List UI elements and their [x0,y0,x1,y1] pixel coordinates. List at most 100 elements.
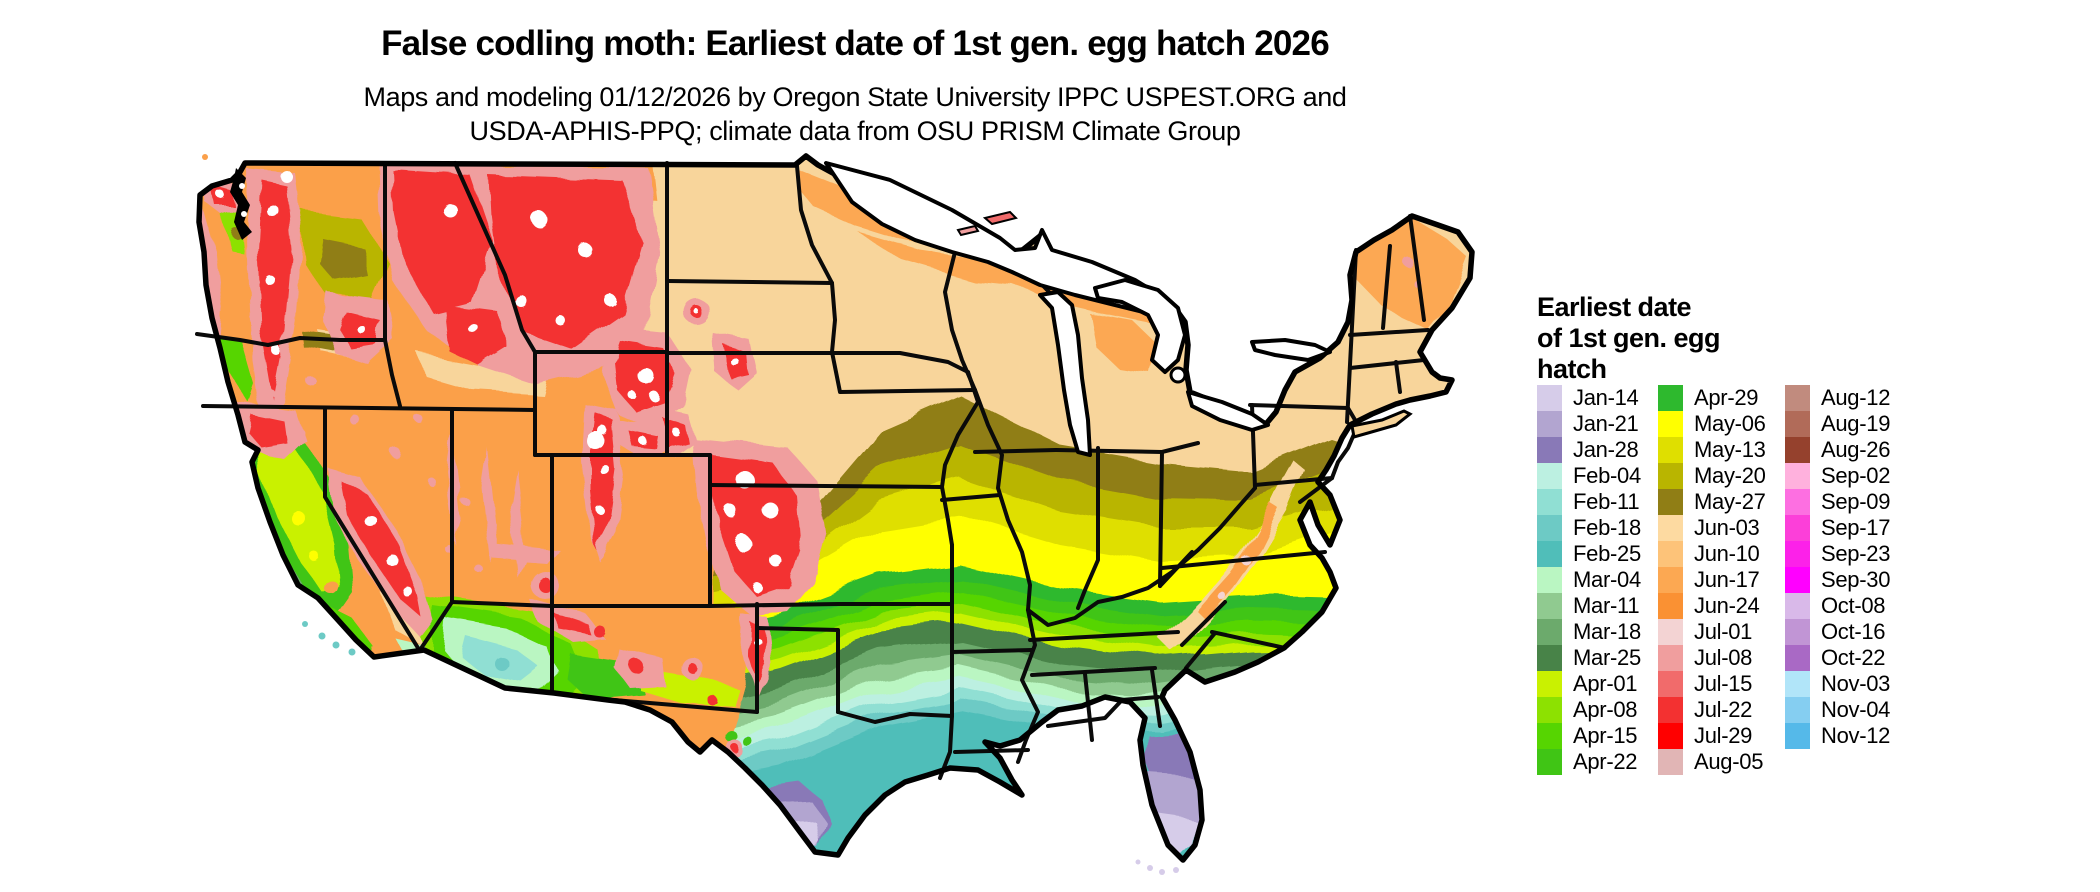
legend-row: Jul-29 [1658,723,1766,749]
legend-title-line1: Earliest date [1537,292,1692,322]
legend-color-swatch [1785,463,1810,489]
legend-date-label: Apr-22 [1573,749,1638,774]
legend-color-swatch [1537,567,1562,593]
legend-date-label: Aug-26 [1821,437,1891,462]
legend: Earliest date of 1st gen. egg hatch Jan-… [1537,292,1997,775]
legend-color-swatch [1785,437,1810,463]
legend-row: Oct-08 [1785,593,1890,619]
legend-date-label: May-06 [1694,411,1766,436]
legend-date-label: Mar-04 [1573,567,1641,592]
legend-row: Apr-01 [1537,671,1641,697]
legend-date-label: Jan-14 [1573,385,1639,410]
legend-date-label: May-13 [1694,437,1766,462]
legend-date-label: Aug-12 [1821,385,1891,410]
legend-color-swatch [1658,749,1683,775]
legend-color-swatch [1537,645,1562,671]
legend-date-label: Jul-15 [1694,671,1753,696]
legend-color-swatch [1537,723,1562,749]
legend-row: Jun-10 [1658,541,1766,567]
legend-row: Jun-03 [1658,515,1766,541]
legend-title-line3: hatch [1537,354,1607,384]
legend-color-swatch [1785,619,1810,645]
legend-row: Jul-01 [1658,619,1766,645]
legend-color-swatch [1785,593,1810,619]
legend-color-swatch [1785,671,1810,697]
legend-date-label: Sep-02 [1821,463,1891,488]
legend-row: Apr-29 [1658,385,1766,411]
header: False codling moth: Earliest date of 1st… [90,24,1620,148]
vancouver-dot [202,154,208,160]
legend-color-swatch [1785,645,1810,671]
state-borders [195,161,1430,780]
legend-color-swatch [1658,515,1683,541]
legend-row: Mar-18 [1537,619,1641,645]
legend-color-swatch [1658,489,1683,515]
legend-date-label: Jul-29 [1694,723,1753,748]
legend-date-label: Jun-03 [1694,515,1760,540]
legend-row: Nov-04 [1785,697,1890,723]
legend-column-2: Apr-29 May-06 May-13 May-20 May-27 Jun-03 Jun-… [1658,385,1766,775]
lake-michigan [1038,290,1092,457]
legend-row: Apr-22 [1537,749,1641,775]
legend-date-label: Jul-01 [1694,619,1753,644]
legend-row: Sep-30 [1785,567,1890,593]
legend-row: Apr-08 [1537,697,1641,723]
legend-color-swatch [1537,385,1562,411]
legend-date-label: May-27 [1694,489,1766,514]
legend-color-swatch [1785,541,1810,567]
legend-row: Aug-26 [1785,437,1890,463]
legend-color-swatch [1537,619,1562,645]
legend-row: Jan-21 [1537,411,1641,437]
legend-color-swatch [1658,697,1683,723]
legend-row: Jan-14 [1537,385,1641,411]
legend-color-swatch [1537,463,1562,489]
legend-color-swatch [1537,541,1562,567]
legend-row: May-06 [1658,411,1766,437]
legend-color-swatch [1537,437,1562,463]
great-lakes [824,161,1332,457]
superior-islet [956,224,980,237]
legend-title: Earliest date of 1st gen. egg hatch [1537,292,1997,385]
legend-date-label: Jun-17 [1694,567,1760,592]
legend-color-swatch [1785,723,1810,749]
lake-erie [1186,390,1270,432]
legend-color-swatch [1537,593,1562,619]
legend-color-swatch [1785,515,1810,541]
legend-date-label: Apr-08 [1573,697,1638,722]
legend-date-label: Mar-18 [1573,619,1641,644]
small-features [202,154,1413,875]
legend-date-label: Feb-11 [1573,489,1640,514]
legend-row: Feb-25 [1537,541,1641,567]
legend-color-swatch [1658,411,1683,437]
legend-color-swatch [1658,723,1683,749]
legend-color-swatch [1785,697,1810,723]
legend-column-1: Jan-14 Jan-21 Jan-28 Feb-04 Feb-11 Feb-18 Feb-… [1537,385,1641,775]
legend-row: Feb-04 [1537,463,1641,489]
legend-color-swatch [1537,697,1562,723]
legend-row: Apr-15 [1537,723,1641,749]
legend-column-3: Aug-12 Aug-19 Aug-26 Sep-02 Sep-09 Sep-17 Sep-… [1785,385,1890,749]
legend-row: Mar-25 [1537,645,1641,671]
legend-color-swatch [1658,463,1683,489]
legend-color-swatch [1658,645,1683,671]
map-subtitle-line1: Maps and modeling 01/12/2026 by Oregon S… [363,82,1347,112]
legend-row: Jul-15 [1658,671,1766,697]
legend-row: Aug-12 [1785,385,1890,411]
channel-islands [302,621,356,656]
legend-date-label: Oct-22 [1821,645,1886,670]
legend-date-label: Apr-15 [1573,723,1638,748]
white-peaks [218,169,781,644]
legend-date-label: Feb-18 [1573,515,1641,540]
map-subtitle: Maps and modeling 01/12/2026 by Oregon S… [90,80,1620,148]
lake-huron [1093,278,1187,374]
legend-row: Jan-28 [1537,437,1641,463]
legend-date-label: Sep-09 [1821,489,1891,514]
legend-date-label: Mar-11 [1573,593,1640,618]
legend-date-label: Aug-19 [1821,411,1891,436]
legend-row: Jun-17 [1658,567,1766,593]
columbia-basin [298,212,388,352]
legend-color-swatch [1658,671,1683,697]
legend-color-swatch [1658,593,1683,619]
